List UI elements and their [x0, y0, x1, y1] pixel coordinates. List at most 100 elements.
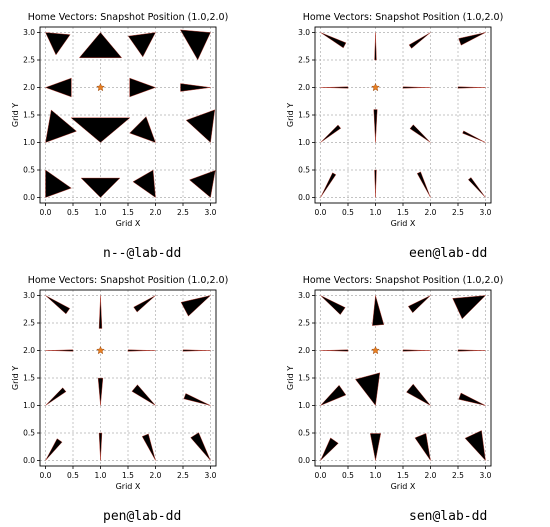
home-vector-fan — [320, 295, 346, 315]
x-axis-label: Grid X — [391, 482, 416, 491]
home-vector-fan — [355, 372, 381, 407]
x-tick-label: 1.0 — [370, 208, 382, 217]
home-vector-fan — [416, 171, 431, 198]
home-vector-fan — [127, 32, 156, 58]
y-tick-label: 3.0 — [298, 291, 310, 300]
y-tick-label: 1.0 — [23, 138, 35, 147]
x-tick-label: 0.5 — [67, 208, 79, 217]
home-vector-fan — [320, 124, 342, 143]
home-vector-fan — [320, 172, 337, 198]
y-axis-label: Grid Y — [286, 103, 295, 127]
home-vector-fan — [452, 295, 487, 320]
x-tick-label: 3.0 — [480, 208, 492, 217]
y-tick-label: 2.5 — [298, 56, 310, 65]
x-tick-label: 0.5 — [342, 471, 354, 480]
home-vector-fan — [183, 393, 211, 406]
x-tick-label: 1.0 — [95, 471, 107, 480]
x-tick-label: 0.0 — [40, 208, 52, 217]
home-vector-fan — [141, 433, 156, 461]
x-axis-label: Grid X — [116, 482, 141, 491]
home-vector-fan — [320, 349, 349, 352]
home-vector-fan — [129, 116, 156, 143]
home-vector-fan — [45, 438, 63, 461]
y-tick-label: 0.5 — [298, 429, 310, 438]
home-vector-fan — [320, 86, 349, 89]
y-tick-label: 0.0 — [298, 456, 310, 465]
caption-1: n--@lab-dd — [103, 246, 182, 261]
home-vector-fan — [190, 432, 211, 461]
y-tick-label: 2.0 — [23, 346, 35, 355]
y-axis-label: Grid Y — [11, 366, 20, 390]
home-vector-fan — [407, 295, 431, 313]
home-vector-fan — [457, 349, 486, 352]
home-vector-fan — [320, 384, 347, 406]
x-tick-label: 1.0 — [370, 471, 382, 480]
y-tick-label: 0.0 — [298, 193, 310, 202]
x-tick-label: 0.0 — [40, 471, 52, 480]
y-tick-label: 1.0 — [298, 401, 310, 410]
y-tick-label: 3.0 — [23, 28, 35, 37]
home-vector-fan — [185, 109, 216, 143]
x-tick-label: 2.5 — [452, 208, 464, 217]
home-vector-fan — [45, 295, 71, 315]
chart-title: Home Vectors: Snapshot Position (1.0,2.0… — [303, 12, 504, 23]
home-vector-fan — [80, 177, 121, 198]
x-tick-label: 0.5 — [342, 208, 354, 217]
home-vector-fan — [464, 430, 486, 462]
home-vector-fan — [374, 32, 377, 61]
x-tick-label: 2.5 — [177, 208, 189, 217]
y-axis-label: Grid Y — [286, 366, 295, 390]
x-tick-label: 1.5 — [122, 471, 134, 480]
x-tick-label: 2.0 — [425, 471, 437, 480]
y-tick-label: 2.5 — [23, 319, 35, 328]
x-axis-label: Grid X — [116, 219, 141, 228]
home-vector-fan — [45, 32, 71, 56]
home-vector-fan — [45, 109, 77, 143]
y-tick-label: 2.0 — [298, 83, 310, 92]
caption-2: een@lab-dd — [409, 246, 488, 261]
y-tick-label: 1.5 — [298, 111, 310, 120]
x-tick-label: 0.5 — [67, 471, 79, 480]
snapshot-star-marker — [96, 82, 105, 92]
x-tick-label: 1.5 — [397, 208, 409, 217]
home-vector-fan — [408, 32, 431, 49]
home-vector-fan — [97, 377, 104, 406]
home-vector-fan — [402, 86, 431, 89]
chart-panel-4: Home Vectors: Snapshot Position (1.0,2.0… — [275, 263, 550, 495]
x-tick-label: 2.5 — [452, 471, 464, 480]
chart-panel-2: Home Vectors: Snapshot Position (1.0,2.0… — [275, 0, 550, 232]
y-tick-label: 2.0 — [298, 346, 310, 355]
x-tick-label: 0.0 — [315, 471, 327, 480]
x-tick-label: 0.0 — [315, 208, 327, 217]
home-vector-fan — [458, 32, 486, 46]
x-tick-label: 3.0 — [205, 208, 217, 217]
snapshot-star-marker — [371, 82, 380, 92]
home-vector-fan — [45, 349, 74, 352]
y-tick-label: 3.0 — [298, 28, 310, 37]
quiver-plot-4: Home Vectors: Snapshot Position (1.0,2.0… — [286, 275, 503, 491]
home-vector-fan — [402, 349, 431, 352]
home-vector-fan — [133, 295, 156, 313]
x-axis-label: Grid X — [391, 219, 416, 228]
plot-frame — [39, 289, 217, 467]
y-tick-label: 0.0 — [23, 456, 35, 465]
home-vector-fan — [374, 169, 377, 198]
x-tick-label: 1.5 — [122, 208, 134, 217]
y-axis-label: Grid Y — [11, 103, 20, 127]
home-vector-fan — [179, 29, 211, 61]
quiver-plot-3: Home Vectors: Snapshot Position (1.0,2.0… — [11, 275, 228, 491]
home-vector-fan — [414, 433, 431, 461]
home-vector-fan — [45, 169, 72, 198]
y-tick-label: 1.5 — [23, 374, 35, 383]
home-vector-fan — [373, 109, 378, 143]
y-tick-label: 0.5 — [23, 166, 35, 175]
home-vector-fan — [131, 384, 156, 406]
home-vector-fan — [129, 77, 157, 98]
home-vector-fan — [320, 437, 339, 461]
x-tick-label: 3.0 — [205, 471, 217, 480]
home-vector-fan — [70, 117, 131, 143]
x-tick-label: 2.0 — [150, 208, 162, 217]
home-vector-fan — [127, 349, 156, 352]
quiver-plot-1: Home Vectors: Snapshot Position (1.0,2.0… — [11, 12, 228, 228]
home-vector-fan — [406, 383, 431, 406]
